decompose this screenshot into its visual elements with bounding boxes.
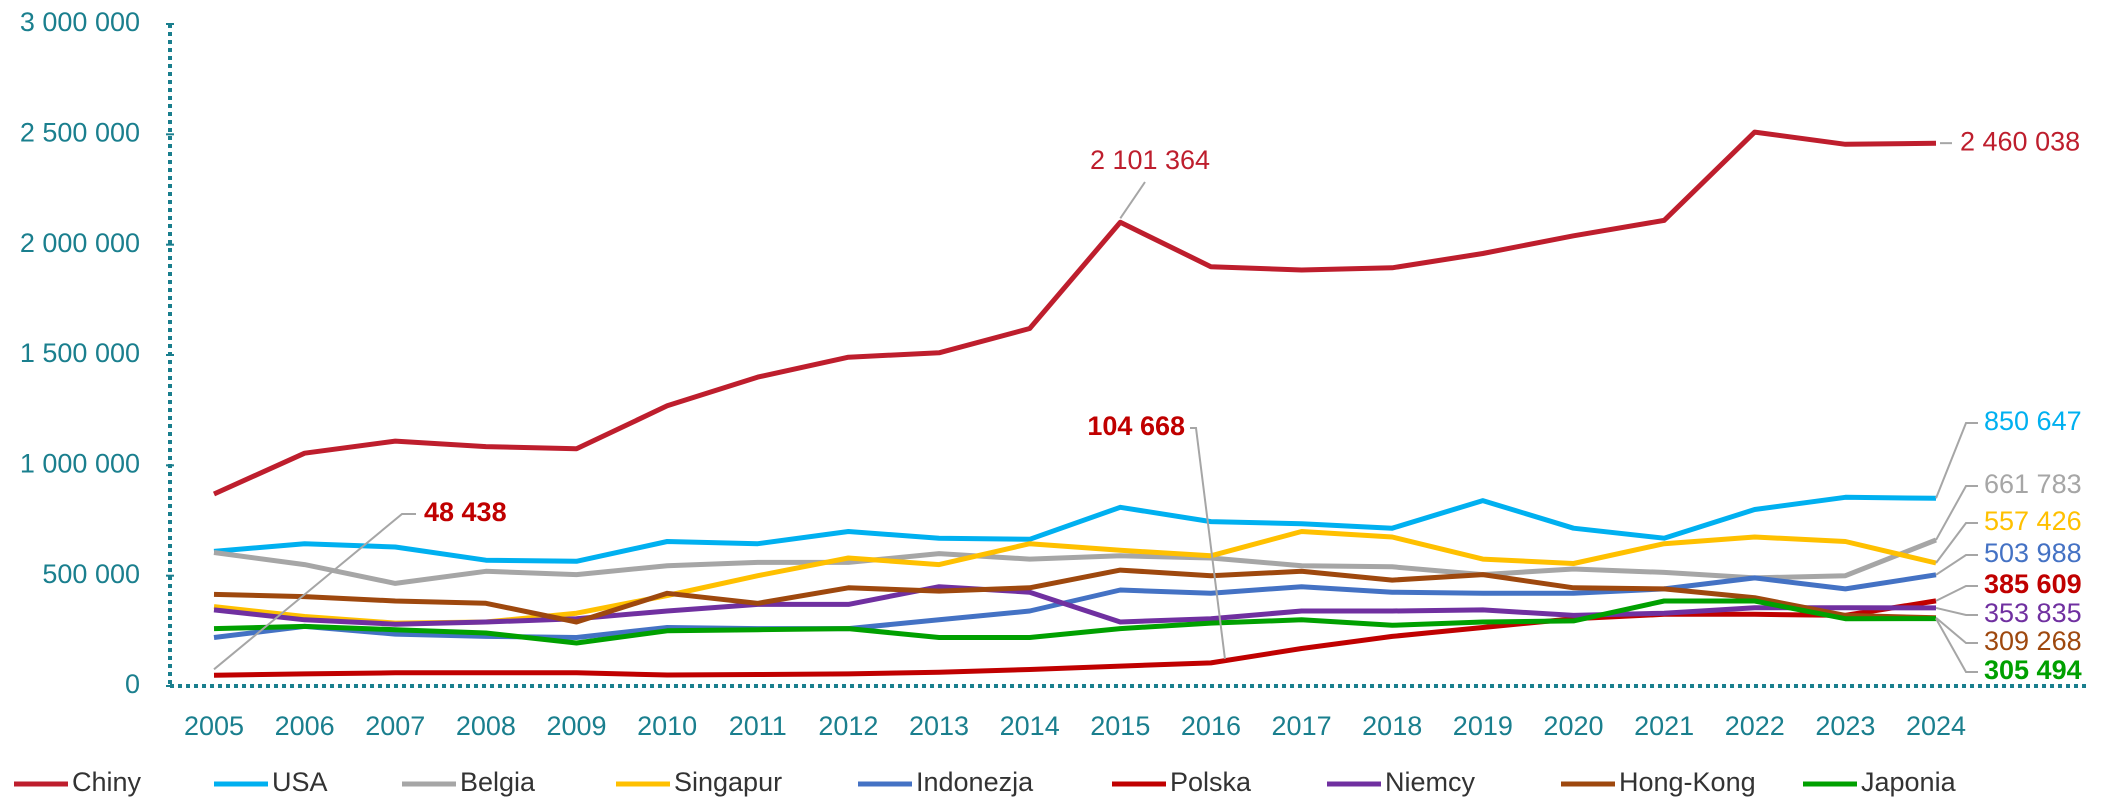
data-label: 850 647 xyxy=(1984,406,2082,436)
legend-label: Niemcy xyxy=(1385,767,1476,797)
y-tick-label: 3 000 000 xyxy=(20,7,140,37)
x-tick-label: 2007 xyxy=(365,711,425,741)
leader-line xyxy=(1935,485,1978,541)
leader-line xyxy=(1935,606,1978,616)
y-tick-label: 1 500 000 xyxy=(20,338,140,368)
leader-line xyxy=(1935,618,1978,673)
x-tick-label: 2019 xyxy=(1453,711,1513,741)
data-label: 305 494 xyxy=(1984,655,2082,685)
data-label: 385 609 xyxy=(1984,569,2082,599)
x-tick-label: 2011 xyxy=(729,711,787,741)
legend-label: Polska xyxy=(1170,767,1252,797)
x-tick-label: 2009 xyxy=(546,711,606,741)
leader-line xyxy=(213,513,416,671)
y-tick-label: 500 000 xyxy=(42,559,140,589)
data-label: 661 783 xyxy=(1984,469,2082,499)
x-tick-label: 2017 xyxy=(1272,711,1332,741)
x-tick-label: 2008 xyxy=(456,711,516,741)
data-label: 2 460 038 xyxy=(1960,126,2080,156)
legend-label: Japonia xyxy=(1861,767,1957,797)
leader-line xyxy=(1935,585,1978,602)
x-tick-label: 2016 xyxy=(1181,711,1241,741)
series-line xyxy=(213,567,1937,625)
leader-line xyxy=(1935,616,1978,644)
series-line xyxy=(213,537,1937,586)
leader-line xyxy=(1935,422,1978,499)
y-tick-label: 1 000 000 xyxy=(20,448,140,478)
legend-label: Singapur xyxy=(674,767,782,797)
x-tick-label: 2012 xyxy=(818,711,878,741)
legend-label: Belgia xyxy=(460,767,536,797)
x-tick-label: 2013 xyxy=(909,711,969,741)
x-tick-label: 2005 xyxy=(184,711,244,741)
x-tick-label: 2006 xyxy=(275,711,335,741)
y-tick-label: 0 xyxy=(125,669,140,699)
data-label: 309 268 xyxy=(1984,626,2082,656)
data-label: 48 438 xyxy=(424,497,507,527)
data-label: 353 835 xyxy=(1984,598,2082,628)
legend-label: Chiny xyxy=(72,767,142,797)
legend-label: USA xyxy=(272,767,328,797)
x-tick-label: 2014 xyxy=(1000,711,1060,741)
series-line xyxy=(213,598,1937,646)
data-label: 557 426 xyxy=(1984,506,2082,536)
leader-line xyxy=(1935,554,1978,576)
legend-label: Indonezja xyxy=(916,767,1034,797)
x-tick-label: 2023 xyxy=(1815,711,1875,741)
leader-line xyxy=(1119,181,1146,219)
x-tick-label: 2024 xyxy=(1906,711,1966,741)
x-tick-label: 2021 xyxy=(1634,711,1694,741)
series-line xyxy=(212,129,1937,497)
x-tick-label: 2020 xyxy=(1543,711,1603,741)
leader-line xyxy=(1190,427,1226,660)
data-label: 2 101 364 xyxy=(1090,145,1210,175)
data-label: 104 668 xyxy=(1087,411,1185,441)
data-label: 503 988 xyxy=(1984,538,2082,568)
legend-label: Hong-Kong xyxy=(1619,767,1756,797)
series-line xyxy=(213,494,1937,564)
y-tick-label: 2 500 000 xyxy=(20,117,140,147)
x-tick-label: 2015 xyxy=(1090,711,1150,741)
series-line xyxy=(213,584,1937,627)
x-tick-label: 2022 xyxy=(1725,711,1785,741)
leader-line xyxy=(1935,522,1978,564)
x-tick-label: 2010 xyxy=(637,711,697,741)
x-tick-label: 2018 xyxy=(1362,711,1422,741)
y-tick-label: 2 000 000 xyxy=(20,228,140,258)
